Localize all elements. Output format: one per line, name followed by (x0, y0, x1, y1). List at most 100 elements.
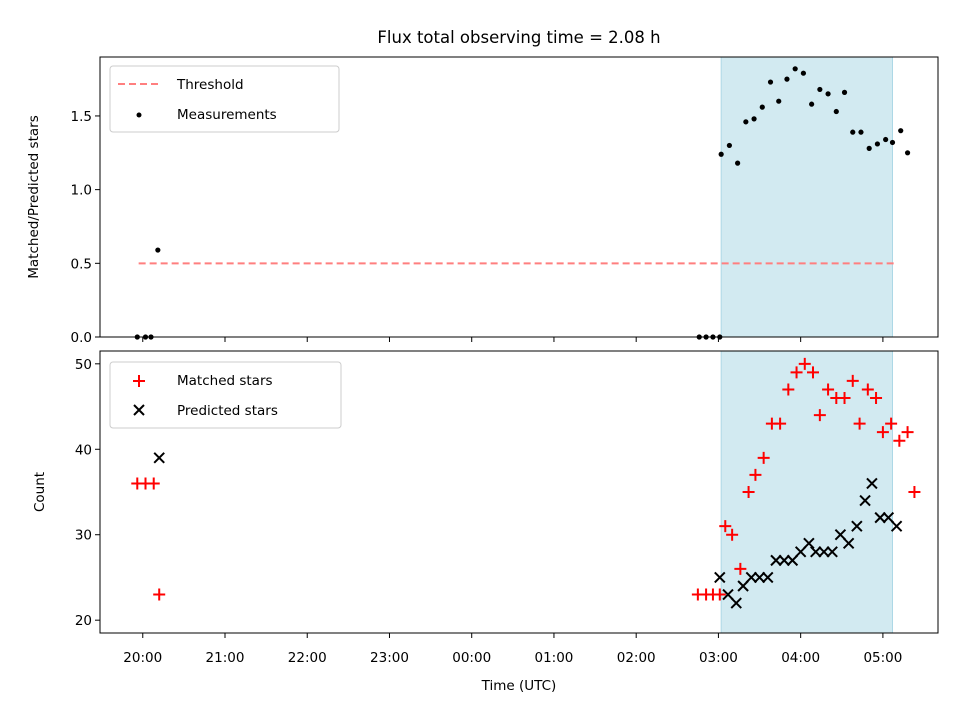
x-tick-label: 03:00 (699, 650, 738, 666)
measurement-point (850, 129, 856, 135)
predicted-stars-point (859, 494, 871, 507)
measurement-point (825, 91, 831, 97)
bottom-y-ticks: 20 30 40 50 (75, 357, 100, 629)
matched-stars-point (757, 451, 770, 464)
x-axis-label: Time (UTC) (481, 678, 557, 694)
predicted-stars-point (737, 580, 749, 592)
predicted-stars-point (778, 554, 790, 567)
measurement-point (743, 119, 749, 125)
top-legend: Threshold Measurements (109, 65, 340, 133)
predicted-stars-point (818, 546, 830, 558)
matched-stars-point (908, 486, 921, 498)
measurement-point (155, 247, 161, 253)
top-y-tick-label: 0.0 (71, 330, 92, 346)
threshold-legend-label: Threshold (176, 77, 244, 93)
predicted-stars-point (153, 452, 165, 464)
matched-stars-point (742, 486, 755, 498)
x-tick-label: 20:00 (123, 650, 162, 666)
predicted-stars-point (794, 546, 807, 558)
bottom-y-tick-label: 30 (75, 528, 92, 544)
predicted-stars-point (882, 511, 895, 524)
matched-stars-point (876, 426, 889, 439)
matched-stars-point (861, 383, 874, 396)
measurements-legend-swatch (136, 112, 142, 118)
x-tick-label: 04:00 (781, 650, 820, 666)
predicted-stars-legend-swatch (133, 404, 145, 416)
matched-stars-point (813, 409, 826, 422)
predicted-stars-point (874, 511, 886, 524)
predicted-stars-point (834, 529, 847, 541)
x-tick-label: 22:00 (288, 650, 327, 666)
measurement-point (767, 79, 774, 85)
x-tick-label: 02:00 (617, 650, 656, 666)
matched-stars-point (147, 477, 160, 490)
measurement-point (751, 116, 757, 122)
matched-stars-point (822, 383, 835, 396)
top-shaded-interval (720, 56, 893, 338)
predicted-stars-point (762, 571, 774, 584)
predicted-stars-point (826, 546, 838, 558)
predicted-stars-point (866, 477, 878, 490)
matched-stars-point (774, 417, 787, 430)
measurement-point (883, 136, 889, 143)
measurement-point (792, 66, 798, 72)
top-y-tick-label: 1.0 (71, 183, 92, 199)
matched-stars-point (846, 374, 859, 387)
measurements-legend-label: Measurements (177, 107, 277, 123)
x-tick-label: 05:00 (863, 650, 902, 666)
matched-stars-point (719, 520, 732, 533)
predicted-stars-point (753, 571, 766, 584)
matched-stars-point (153, 588, 166, 601)
measurement-point (800, 70, 807, 76)
measurement-point (718, 151, 724, 157)
predicted-stars-point (842, 537, 855, 549)
chart-title: Flux total observing time = 2.08 h (377, 28, 660, 47)
measurement-point (817, 86, 823, 93)
bottom-legend-box (109, 361, 342, 429)
matched-stars-point (713, 588, 726, 601)
matched-stars-point (806, 366, 819, 379)
bottom-y-axis-label: Count (32, 472, 48, 512)
predicted-stars-point (810, 546, 822, 558)
x-tick-label: 01:00 (534, 650, 573, 666)
measurement-point (759, 104, 765, 110)
matched-stars-point (853, 417, 866, 430)
matched-stars-point (798, 357, 811, 370)
measurement-point (858, 129, 864, 135)
bottom-x-ticks: 20:00 21:00 22:00 23:00 00:00 01:00 02:00 03:00… (123, 633, 902, 666)
measurement-point (833, 108, 839, 115)
matched-stars-point (782, 383, 795, 396)
matched-stars-point (734, 562, 747, 575)
matched-stars-point (893, 434, 906, 447)
top-x-ticks (142, 337, 884, 342)
measurement-point (904, 150, 911, 156)
bottom-plot-frame (99, 350, 939, 634)
predicted-stars-point (851, 520, 863, 532)
predicted-stars-point (786, 554, 799, 567)
bottom-y-tick-label: 20 (75, 613, 92, 629)
measurement-point (784, 76, 790, 82)
matched-stars-point (885, 417, 898, 430)
x-tick-label: 21:00 (206, 650, 245, 666)
matched-stars-point (790, 366, 803, 379)
top-panel: 0.0 0.5 1.0 1.5 Matched/Predicted stars Thr… (26, 56, 939, 346)
measurement-point (874, 141, 881, 147)
top-y-axis-label: Matched/Predicted stars (26, 115, 42, 278)
measurement-point (809, 101, 815, 107)
bottom-panel: 20 30 40 50 20:00 21:00 22:00 23:00 00:00 01:00 0… (32, 350, 939, 694)
matched-stars-legend-label: Matched stars (177, 373, 273, 389)
predicted-stars-point (890, 520, 903, 532)
bottom-y-tick-label: 50 (75, 357, 92, 373)
top-plot-frame (99, 56, 939, 338)
count-points (131, 357, 921, 609)
predicted-stars-point (722, 588, 734, 601)
predicted-stars-point (730, 597, 742, 609)
top-y-tick-label: 1.5 (71, 109, 92, 125)
matched-stars-point (838, 392, 851, 404)
matched-stars-legend-swatch (133, 375, 145, 387)
matched-stars-point (901, 426, 914, 439)
matched-stars-point (749, 468, 762, 481)
predicted-stars-point (770, 554, 782, 567)
predicted-stars-point (714, 571, 726, 584)
